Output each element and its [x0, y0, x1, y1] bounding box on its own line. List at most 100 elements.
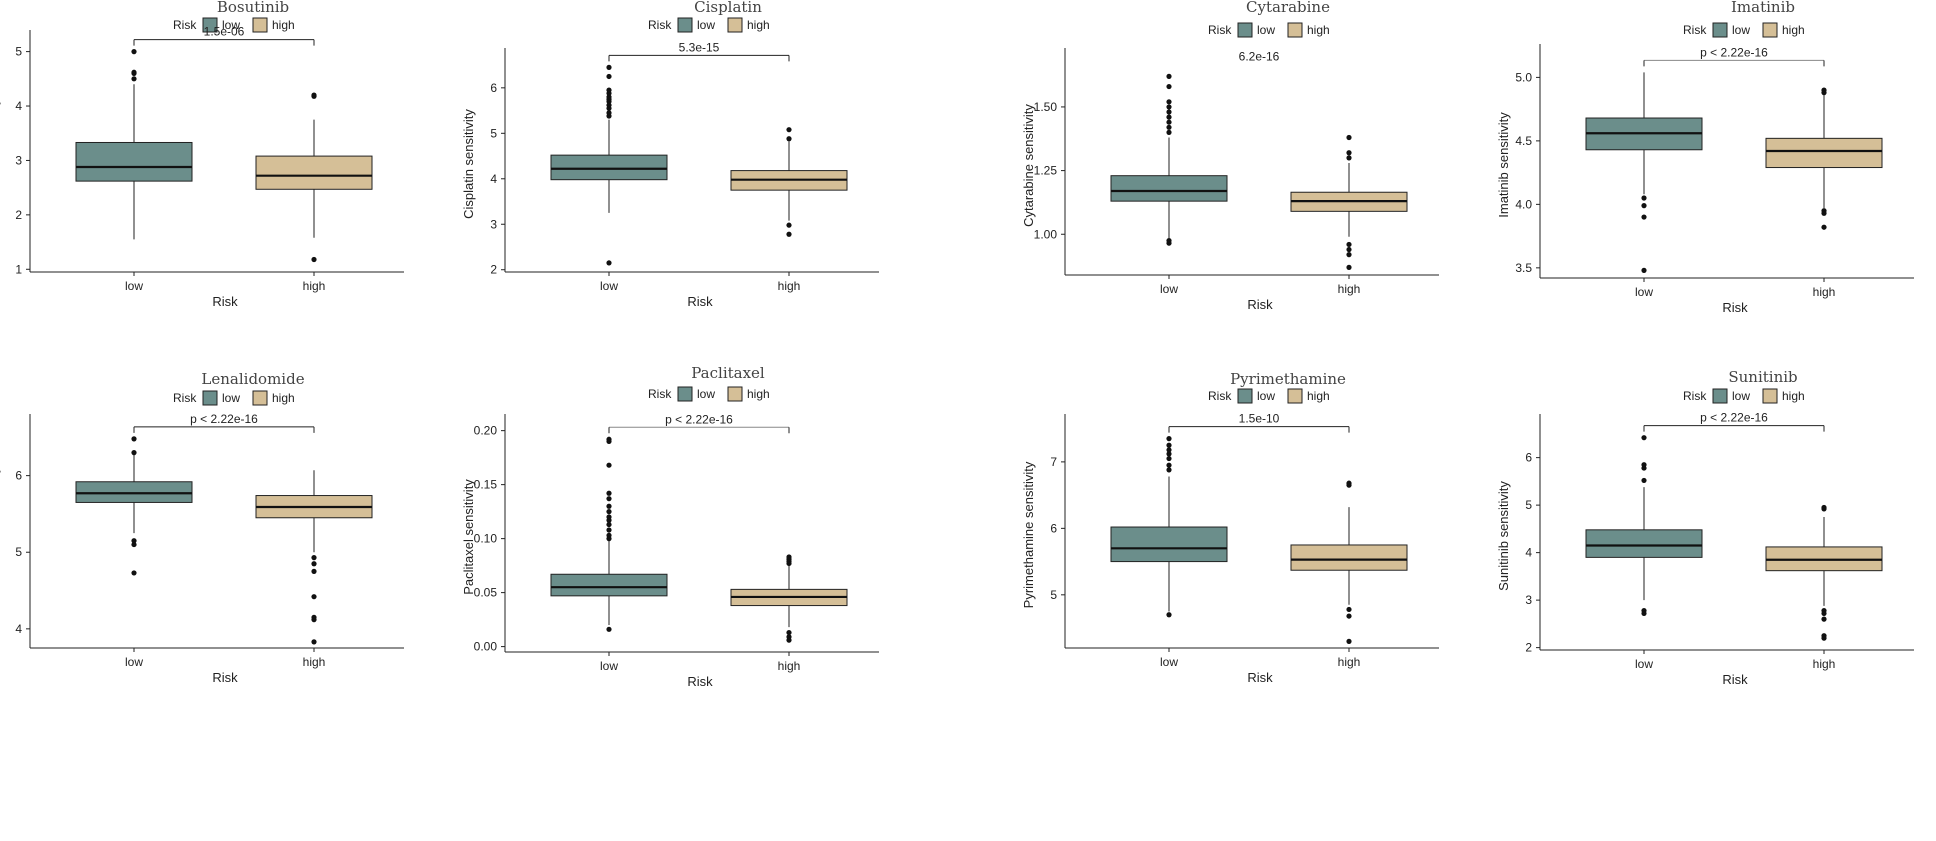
legend-title: Risk — [1208, 389, 1232, 403]
p-value-label: p < 2.22e-16 — [190, 412, 258, 426]
x-axis-title: Risk — [1722, 672, 1748, 687]
y-tick-label: 0.05 — [474, 586, 498, 600]
outlier-point — [606, 496, 612, 502]
outlier-point — [606, 94, 612, 100]
y-tick-label: 5 — [15, 545, 22, 559]
p-value-label: 6.2e-16 — [1239, 49, 1280, 63]
outlier-point — [131, 436, 137, 442]
box-high — [255, 92, 373, 263]
y-axis-title: Sunitinib sensitivity — [1496, 481, 1511, 591]
outlier-point — [606, 626, 612, 632]
y-tick-label: 6 — [490, 81, 497, 95]
y-tick-label: 2 — [1525, 641, 1532, 655]
legend-swatch-high — [252, 17, 268, 33]
panel-lenalidomide: Lenalidomide Risk low high 4 5 6 low high Risk Len… — [0, 370, 404, 685]
outlier-point — [1166, 238, 1172, 244]
outlier-point — [606, 521, 612, 528]
outlier-point — [311, 555, 317, 561]
outlier-point — [786, 629, 792, 636]
y-tick-label: 5 — [1525, 498, 1532, 512]
outlier-point — [1166, 83, 1172, 90]
legend-swatch-low — [677, 17, 693, 33]
legend: Risk low high — [648, 17, 770, 33]
box-iqr — [1110, 175, 1228, 202]
x-axis-title: Risk — [212, 294, 238, 309]
outlier-point — [1641, 203, 1647, 209]
box-iqr — [255, 155, 373, 190]
p-value-label: 5.3e-15 — [679, 40, 720, 54]
box-low — [75, 49, 193, 240]
outlier-point — [131, 49, 137, 55]
legend-label-high: high — [1307, 23, 1330, 37]
outlier-point — [311, 568, 317, 574]
outlier-point — [1821, 504, 1827, 511]
y-tick-label: 1 — [15, 262, 22, 276]
outlier-point — [311, 594, 317, 600]
outlier-point — [1166, 114, 1172, 120]
panel-title: Cytarabine — [1246, 0, 1330, 16]
outlier-point — [1346, 264, 1352, 270]
box-iqr — [75, 141, 193, 182]
box-high — [1765, 87, 1883, 230]
outlier-point — [1166, 124, 1172, 130]
outlier-point — [131, 450, 137, 456]
outlier-point — [1166, 109, 1172, 115]
outlier-point — [1821, 635, 1827, 641]
outlier-point — [786, 127, 792, 133]
legend-swatch-high — [727, 386, 743, 402]
legend-swatch-low — [202, 17, 218, 33]
y-tick-label: 4 — [15, 99, 22, 113]
outlier-point — [1346, 246, 1352, 253]
panel-title: Pyrimethamine — [1230, 370, 1346, 388]
outlier-point — [786, 136, 792, 142]
y-tick-label: 5 — [490, 126, 497, 140]
x-tick-label: low — [600, 279, 618, 293]
panel-title: Lenalidomide — [201, 370, 304, 388]
x-axis-title: Risk — [212, 670, 238, 685]
box-iqr — [1585, 529, 1703, 558]
y-axis-title: Cytarabine sensitivity — [1021, 104, 1036, 227]
legend-label-high: high — [747, 18, 770, 32]
outlier-point — [1166, 104, 1172, 110]
x-tick-label: high — [1813, 285, 1836, 299]
box-high — [1290, 134, 1408, 270]
outlier-point — [1821, 610, 1827, 617]
outlier-point — [1166, 436, 1172, 442]
outlier-point — [311, 256, 317, 263]
box-low — [1110, 436, 1228, 618]
outlier-point — [606, 527, 612, 533]
significance-bracket: p < 2.22e-16 — [133, 412, 315, 433]
outlier-point — [311, 617, 317, 623]
outlier-point — [311, 92, 317, 98]
outlier-point — [606, 514, 612, 520]
outlier-point — [1346, 606, 1352, 613]
outlier-point — [1821, 616, 1827, 622]
outlier-point — [1346, 241, 1352, 248]
x-axis-title: Risk — [1247, 670, 1273, 685]
x-tick-label: high — [303, 279, 326, 293]
legend-swatch-low — [1237, 22, 1253, 38]
legend-swatch-high — [1287, 388, 1303, 404]
panel-title: Paclitaxel — [691, 364, 765, 382]
y-tick-label: 3 — [15, 153, 22, 167]
outlier-point — [1346, 150, 1352, 156]
outlier-point — [1821, 224, 1827, 230]
outlier-point — [1641, 435, 1647, 441]
x-tick-label: low — [1160, 655, 1178, 669]
y-tick-label: 7 — [1050, 455, 1057, 469]
legend-label-low: low — [1732, 23, 1750, 37]
box-low — [550, 64, 668, 266]
x-tick-label: high — [1813, 657, 1836, 671]
outlier-point — [131, 541, 137, 548]
outlier-point — [1346, 252, 1352, 258]
y-tick-label: 2 — [15, 208, 22, 222]
legend-swatch-high — [1287, 22, 1303, 38]
panel-title: Cisplatin — [694, 0, 762, 16]
p-value-label: 1.5e-06 — [204, 25, 245, 39]
y-tick-label: 3 — [490, 217, 497, 231]
box-high — [730, 127, 848, 237]
outlier-point — [1166, 99, 1172, 105]
y-tick-label: 4 — [490, 172, 497, 186]
significance-bracket: p < 2.22e-16 — [1643, 411, 1825, 432]
